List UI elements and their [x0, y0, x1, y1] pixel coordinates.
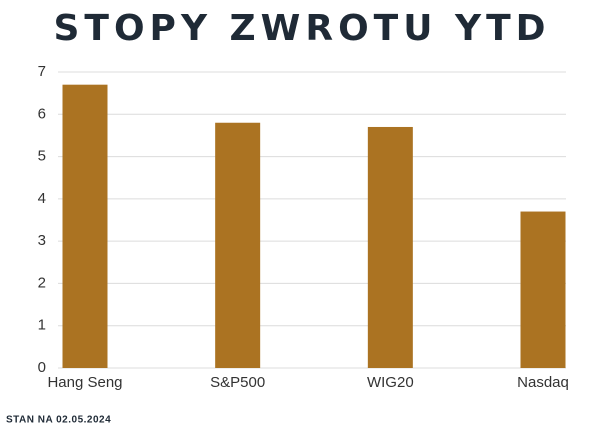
x-tick-label: Hang Seng — [47, 374, 122, 391]
y-tick-label: 5 — [38, 148, 46, 165]
x-tick-label: S&P500 — [210, 374, 265, 391]
x-tick-label: Nasdaq — [517, 374, 569, 391]
bar — [367, 126, 413, 368]
x-tick-label: WIG20 — [367, 374, 414, 391]
bar — [62, 84, 108, 368]
chart-title: STOPY ZWROTU YTD — [53, 8, 550, 49]
bar — [520, 211, 566, 368]
y-tick-label: 2 — [38, 274, 46, 291]
bar — [215, 122, 261, 368]
y-tick-label: 3 — [38, 232, 46, 249]
y-tick-label: 6 — [38, 105, 46, 122]
y-tick-label: 0 — [38, 359, 46, 376]
y-tick-label: 4 — [38, 190, 46, 207]
y-tick-label: 7 — [38, 63, 46, 80]
footnote: STAN NA 02.05.2024 — [6, 415, 111, 426]
y-tick-label: 1 — [38, 317, 46, 334]
